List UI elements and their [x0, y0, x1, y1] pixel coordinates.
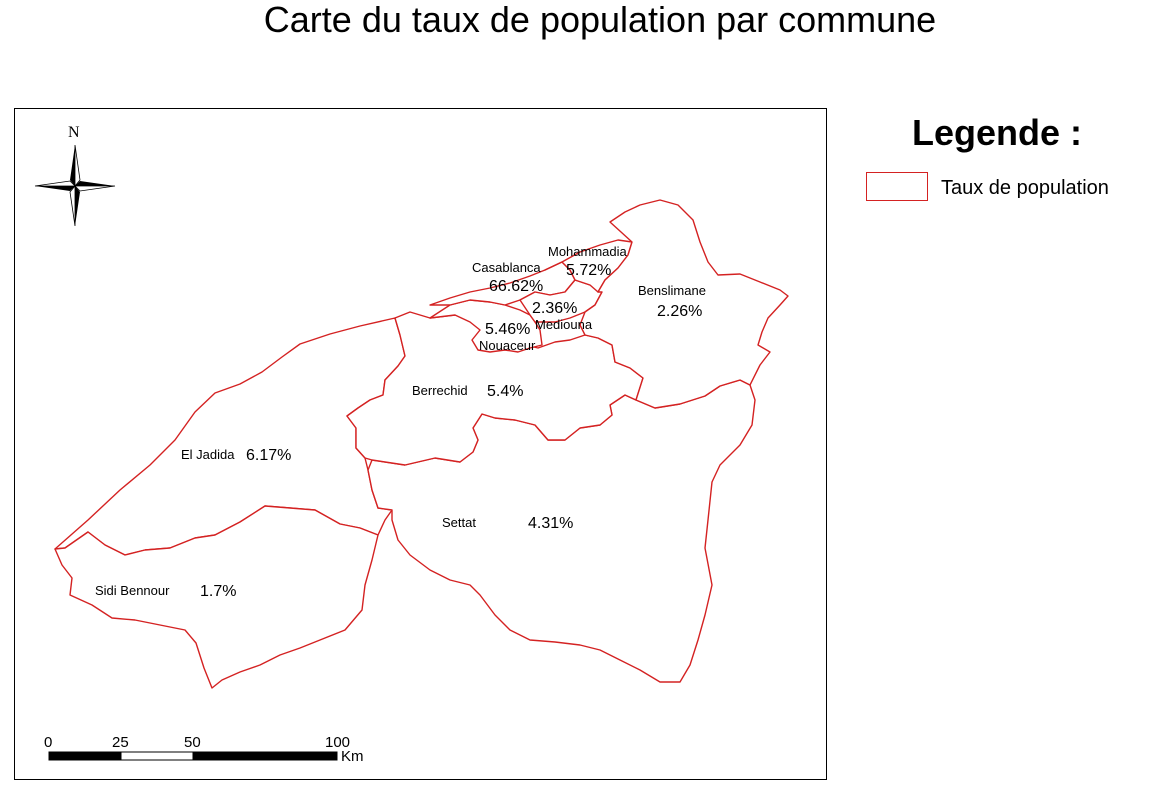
north-arrow: N	[34, 124, 116, 227]
scale-tick-100: 100	[325, 734, 350, 751]
label-value-el-jadida: 6.17%	[246, 447, 291, 464]
commune-el-jadida	[54, 317, 406, 556]
commune-benslimane	[579, 199, 789, 409]
label-name-casablanca: Casablanca	[472, 260, 541, 275]
north-arrow-label: N	[68, 124, 80, 141]
map-frame	[14, 108, 827, 780]
label-name-benslimane: Benslimane	[638, 283, 706, 298]
legend-title: Legende :	[912, 112, 1083, 153]
label-value-nouaceur: 5.46%	[485, 321, 530, 338]
scale-unit: Km	[341, 748, 364, 765]
map-title: Carte du taux de population par commune	[263, 0, 937, 40]
label-name-mediouna: Mediouna	[535, 317, 593, 332]
scale-tick-50: 50	[184, 734, 201, 751]
label-name-mohammadia: Mohammadia	[548, 244, 628, 259]
commune-sidi-bennour	[54, 505, 379, 689]
label-value-settat: 4.31%	[528, 515, 573, 532]
label-name-settat: Settat	[442, 515, 476, 530]
label-name-berrechid: Berrechid	[412, 383, 468, 398]
label-value-sidi-bennour: 1.7%	[200, 583, 236, 600]
label-value-mediouna: 2.36%	[532, 300, 577, 317]
label-value-mohammadia: 5.72%	[566, 262, 611, 279]
legend-swatch	[866, 172, 928, 201]
label-value-casablanca: 66.62%	[489, 278, 543, 295]
scale-bar: 0 25 50 100 Km	[44, 734, 364, 765]
label-name-sidi-bennour: Sidi Bennour	[95, 583, 170, 598]
label-name-el-jadida: El Jadida	[181, 447, 235, 462]
scale-tick-0: 0	[44, 734, 52, 751]
label-name-nouaceur: Nouaceur	[479, 338, 536, 353]
label-value-benslimane: 2.26%	[657, 303, 702, 320]
legend-item-label: Taux de population	[941, 177, 1109, 199]
scale-tick-25: 25	[112, 734, 129, 751]
label-value-berrechid: 5.4%	[487, 383, 523, 400]
